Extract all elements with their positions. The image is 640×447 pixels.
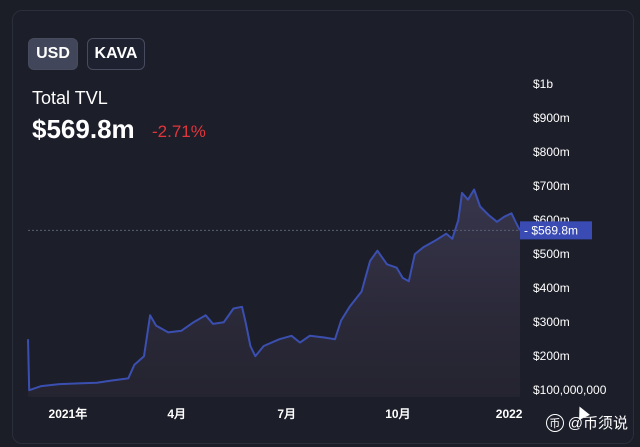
x-tick-label: 2021年 bbox=[49, 406, 88, 421]
y-tick-label: $200m bbox=[533, 349, 570, 363]
y-tick-label: $900m bbox=[533, 111, 570, 125]
tvl-value: $569.8m bbox=[32, 114, 135, 144]
y-tick-label: $800m bbox=[533, 145, 570, 159]
watermark-logo-icon: 币 bbox=[545, 413, 564, 432]
x-tick-label: 4月 bbox=[167, 407, 186, 421]
current-value-tag bbox=[520, 221, 592, 240]
y-tick-label: $500m bbox=[533, 247, 570, 261]
kava-toggle-button[interactable]: KAVA bbox=[87, 38, 145, 70]
watermark: 币 @币须说 bbox=[545, 412, 628, 433]
tvl-label: Total TVL bbox=[32, 88, 108, 108]
tvl-series-line bbox=[27, 188, 521, 392]
x-tick-label: 2022 bbox=[496, 407, 523, 421]
current-value-label: - $569.8m bbox=[524, 223, 578, 237]
y-tick-label: $100,000,000 bbox=[533, 383, 607, 397]
y-tick-label: $1b bbox=[533, 77, 553, 91]
tvl-area-fill bbox=[28, 189, 520, 397]
watermark-text: @币须说 bbox=[567, 415, 628, 432]
y-tick-label: $400m bbox=[533, 281, 570, 295]
x-tick-label: 10月 bbox=[385, 407, 410, 421]
y-tick-label: $700m bbox=[533, 179, 570, 193]
tvl-change: -2.71% bbox=[152, 122, 206, 141]
x-tick-label: 7月 bbox=[277, 407, 296, 421]
usd-toggle-button[interactable]: USD bbox=[28, 38, 78, 70]
y-tick-label: $300m bbox=[533, 315, 570, 329]
